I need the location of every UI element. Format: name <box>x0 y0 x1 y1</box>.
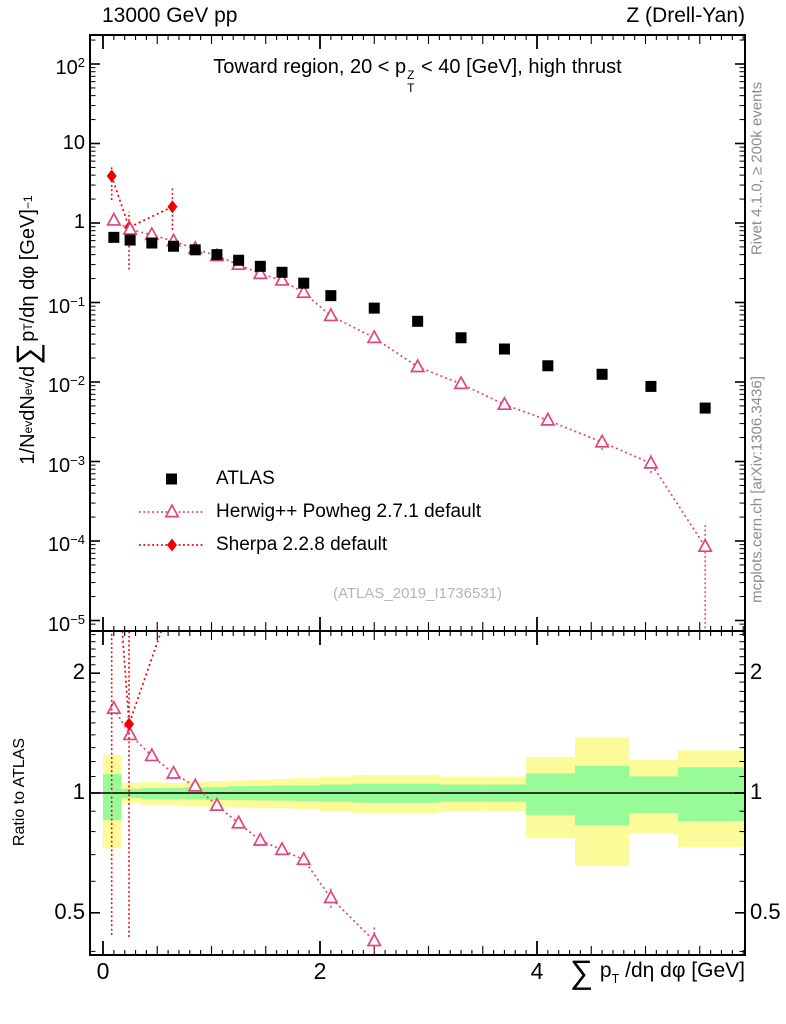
ratio-panel-frame <box>89 630 746 956</box>
herwig-marker <box>122 726 138 741</box>
atlas-marker <box>276 266 288 278</box>
herwig-marker <box>594 433 610 448</box>
ratio-tick-label-right: 0.5 <box>750 898 781 924</box>
legend-label: Herwig++ Powheg 2.7.1 default <box>216 500 482 522</box>
herwig-marker <box>106 211 122 226</box>
herwig-marker <box>274 841 290 856</box>
herwig-marker <box>144 747 160 762</box>
herwig-marker <box>296 284 312 299</box>
herwig-marker <box>323 307 339 322</box>
herwig-marker <box>252 265 268 280</box>
process-label: Z (Drell-Yan) <box>626 4 745 27</box>
herwig-marker <box>274 271 290 286</box>
sherpa-marker <box>167 200 178 214</box>
herwig-series <box>106 211 713 629</box>
x-tick-label: 4 <box>530 958 544 984</box>
legend-item: Sherpa 2.2.8 default <box>138 528 481 561</box>
atlas-marker <box>298 277 310 289</box>
herwig-marker <box>323 889 339 904</box>
atlas-marker <box>108 231 120 243</box>
herwig-marker <box>496 395 513 411</box>
sherpa-ratio <box>110 632 162 937</box>
herwig-marker <box>296 851 312 866</box>
atlas-marker <box>368 302 380 314</box>
ratio-panel-series <box>106 632 382 954</box>
sherpa-marker <box>106 169 117 183</box>
atlas-marker <box>124 234 136 246</box>
y-tick-label: 10−2 <box>47 373 85 397</box>
herwig-marker <box>697 538 713 553</box>
band-inner <box>678 767 744 822</box>
y-tick-label: 1 <box>73 211 85 233</box>
atlas-marker <box>254 260 266 272</box>
legend-marker-diamond <box>139 538 205 551</box>
atlas-marker <box>325 290 337 302</box>
band-inner <box>526 773 575 816</box>
x-axis-title: ∑ pT /dη dφ [GeV] <box>569 954 745 990</box>
herwig-marker <box>453 375 469 390</box>
herwig-marker <box>540 411 556 426</box>
y-tick-label: 10−5 <box>47 611 85 636</box>
herwig-marker <box>165 764 182 779</box>
herwig-ratio <box>106 699 382 954</box>
sherpa-marker <box>124 717 135 731</box>
atlas-marker <box>412 315 424 327</box>
atlas-marker <box>211 249 223 261</box>
band-inner <box>629 776 679 814</box>
ratio-tick-label-right: 2 <box>750 659 763 685</box>
herwig-marker <box>366 329 382 344</box>
ratio-tick-label-left: 1 <box>72 779 85 804</box>
herwig-marker <box>252 831 268 846</box>
y-tick-label: 10−3 <box>47 452 85 477</box>
ratio-uncertainty-bands <box>103 737 744 867</box>
ratio-tick-label-right: 1 <box>750 779 763 804</box>
y-tick-label: 10−1 <box>47 293 85 318</box>
legend: ATLAS Herwig++ Powheg 2.7.1 default Sherpa… <box>138 462 481 561</box>
atlas-marker <box>146 237 158 249</box>
sherpa-series <box>106 164 178 270</box>
atlas-marker <box>189 244 201 256</box>
atlas-marker <box>455 332 467 344</box>
herwig-marker <box>643 454 659 469</box>
main-panel-series <box>106 164 713 629</box>
herwig-marker <box>187 777 203 792</box>
herwig-marker <box>122 220 138 235</box>
herwig-marker <box>209 796 225 811</box>
legend-marker-square <box>166 473 177 484</box>
atlas-marker <box>168 240 180 252</box>
atlas-marker <box>699 402 711 414</box>
legend-label: ATLAS <box>216 467 275 489</box>
herwig-marker <box>366 932 382 947</box>
atlas-marker <box>498 343 510 355</box>
legend-item: ATLAS <box>138 462 481 495</box>
herwig-marker <box>410 358 426 373</box>
atlas-marker <box>645 380 657 392</box>
atlas-marker <box>542 360 554 372</box>
beam-energy-label: 13000 GeV pp <box>102 4 238 27</box>
y-tick-label: 102 <box>55 55 85 79</box>
legend-item: Herwig++ Powheg 2.7.1 default <box>138 495 481 528</box>
x-tick-label: 2 <box>313 958 327 984</box>
herwig-marker <box>106 699 122 714</box>
atlas-marker <box>596 368 608 380</box>
legend-marker-triangle-open <box>139 502 205 517</box>
rivet-version-note: Rivet 4.1.0, ≥ 200k events <box>748 81 766 256</box>
atlas-series <box>108 231 711 414</box>
atlas-marker <box>233 254 245 266</box>
ratio-tick-label-left: 0.5 <box>54 898 85 924</box>
mcplots-credit-note: mcplots.cern.ch [arXiv:1306.3436] <box>748 376 766 603</box>
legend-label: Sherpa 2.2.8 default <box>216 533 388 555</box>
band-inner <box>574 765 630 826</box>
x-tick-label: 0 <box>96 958 110 984</box>
ratio-tick-label-left: 2 <box>72 659 85 685</box>
analysis-id-watermark: (ATLAS_2019_I1736531) <box>332 585 502 602</box>
y-tick-label: 10 <box>62 131 85 154</box>
tick-marks <box>91 36 744 954</box>
y-tick-label: 10−4 <box>47 532 85 556</box>
herwig-marker <box>230 814 247 829</box>
